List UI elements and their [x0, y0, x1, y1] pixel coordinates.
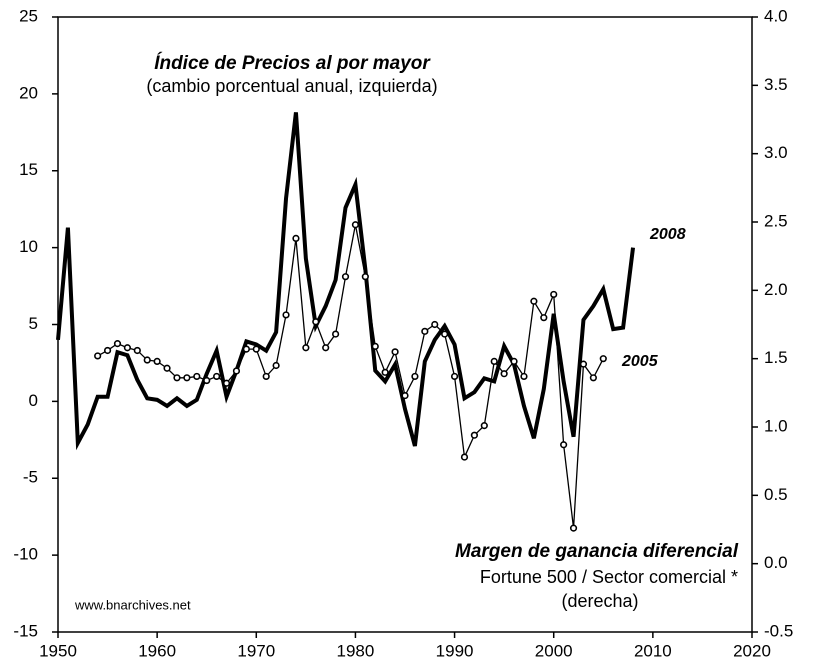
y-tick-label: 15: [19, 160, 38, 179]
series-point: [550, 290, 558, 299]
series-point: [153, 357, 161, 366]
y2-tick-label: 0.0: [764, 553, 788, 572]
series-point: [371, 342, 379, 350]
series-point: [569, 524, 578, 532]
series-point: [530, 297, 538, 305]
series-point: [332, 330, 340, 338]
series-point: [292, 234, 300, 242]
y-tick-label: 25: [19, 6, 38, 25]
y2-tick-label: 4.0: [764, 6, 788, 25]
series-point: [579, 360, 588, 368]
series-point: [480, 422, 488, 430]
series-point: [599, 355, 607, 363]
series-point: [113, 340, 122, 348]
y2-tick-label: 1.5: [764, 348, 788, 367]
series-point: [242, 345, 250, 353]
series-point: [322, 344, 330, 352]
y2-tick-label: 3.5: [764, 75, 788, 94]
series-point: [222, 379, 231, 387]
y-tick-label: -5: [23, 468, 38, 487]
series-point: [589, 374, 597, 382]
series-point: [143, 356, 151, 364]
annotation: 2008: [649, 226, 686, 243]
y-tick-label: -10: [13, 545, 38, 564]
series-point: [203, 376, 211, 385]
series-point: [272, 361, 280, 370]
series-point: [381, 368, 389, 376]
series-point: [133, 346, 141, 355]
y2-tick-label: 0.5: [764, 485, 788, 504]
series-point: [401, 391, 409, 400]
series-point: [123, 344, 131, 352]
series-point: [232, 367, 241, 375]
series-point: [262, 372, 270, 381]
x-tick-label: 1980: [337, 641, 375, 660]
series-point: [421, 327, 429, 335]
series-point: [470, 431, 479, 439]
y2-tick-label: 2.5: [764, 211, 788, 230]
annotation: Fortune 500 / Sector comercial *: [480, 567, 738, 587]
series-point: [560, 441, 568, 449]
series-point: [341, 273, 350, 281]
x-tick-label: 1950: [39, 641, 77, 660]
series-point: [441, 330, 449, 338]
series-point: [213, 372, 221, 381]
series-line: [97, 224, 604, 529]
plot-frame: [57, 16, 753, 633]
series-line: [56, 112, 636, 451]
y-tick-label: 0: [29, 391, 38, 410]
series-point: [173, 374, 181, 382]
x-tick-label: 1970: [237, 641, 275, 660]
y2-tick-label: 1.0: [764, 416, 788, 435]
annotation: (derecha): [561, 591, 638, 611]
series-point: [193, 372, 201, 381]
series-point: [183, 374, 191, 382]
annotation: 2005: [621, 353, 659, 370]
series-point: [460, 453, 469, 461]
y2-tick-label: 3.0: [764, 143, 788, 162]
series-point: [252, 345, 260, 353]
series-point: [540, 314, 548, 322]
series-point: [450, 372, 459, 381]
x-tick-label: 1990: [436, 641, 474, 660]
series-point: [431, 320, 439, 329]
series-point: [312, 318, 320, 326]
series-point: [500, 370, 508, 378]
y2-tick-label: 2.0: [764, 280, 788, 299]
x-tick-label: 2020: [733, 641, 771, 660]
series-point: [94, 352, 102, 360]
annotation: (cambio porcentual anual, izquierda): [146, 76, 437, 96]
annotation: www.bnarchives.net: [74, 597, 191, 612]
series-point: [302, 344, 310, 352]
series-point: [510, 357, 518, 366]
series-point: [520, 372, 528, 381]
series-point: [351, 221, 360, 229]
annotation: Margen de ganancia diferencial: [455, 541, 739, 562]
y-tick-label: 5: [29, 314, 38, 333]
y2-tick-label: -0.5: [764, 621, 793, 640]
annotation: Índice de Precios al por mayor: [154, 52, 431, 74]
series-point: [490, 357, 498, 366]
series-point: [163, 364, 171, 372]
series-point: [411, 372, 419, 381]
series-point: [282, 311, 290, 319]
series-point: [103, 346, 112, 355]
y-tick-label: 10: [19, 237, 38, 256]
x-tick-label: 1960: [138, 641, 176, 660]
x-tick-label: 2010: [634, 641, 672, 660]
series-point: [391, 348, 399, 356]
y-tick-label: 20: [19, 83, 38, 102]
series-point: [361, 273, 369, 281]
y-tick-label: -15: [13, 621, 38, 640]
x-tick-label: 2000: [535, 641, 573, 660]
